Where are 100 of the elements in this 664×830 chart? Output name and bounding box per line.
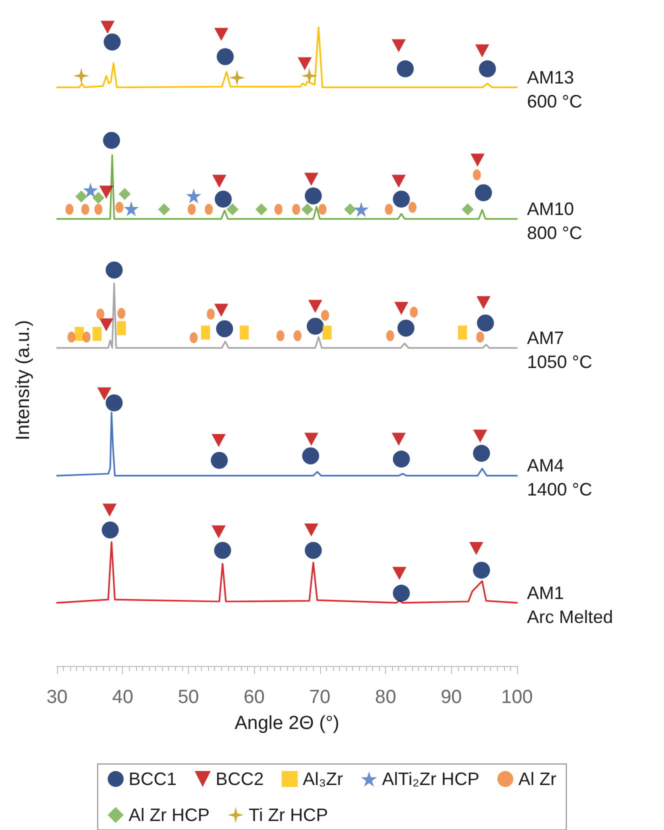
point: [82, 332, 91, 343]
point: [92, 192, 104, 204]
legend-label: Al Zr: [518, 769, 556, 789]
point: [304, 523, 318, 536]
point: [210, 452, 228, 469]
point: [115, 202, 124, 213]
point: [255, 203, 268, 216]
point: [306, 318, 324, 335]
point: [475, 44, 490, 58]
point: [386, 330, 394, 342]
point: [473, 430, 488, 443]
point: [188, 204, 196, 215]
point: [106, 262, 123, 278]
point: [392, 174, 406, 188]
point: [354, 202, 369, 217]
point: [392, 39, 406, 52]
point: [392, 584, 410, 602]
point: [214, 28, 228, 41]
point: [124, 201, 139, 216]
point: [81, 204, 90, 215]
point: [392, 190, 410, 208]
point: [298, 57, 312, 70]
point: [462, 203, 474, 216]
point: [206, 308, 215, 320]
point: [103, 132, 120, 149]
point: [106, 394, 123, 412]
x-tick-label: 80: [375, 687, 396, 708]
point: [392, 566, 406, 580]
point: [476, 296, 490, 310]
point: [469, 542, 484, 555]
point: [476, 314, 494, 332]
point: [104, 33, 121, 50]
legend-label: Al Zr HCP: [128, 805, 210, 825]
legend-label: BCC2: [216, 769, 264, 789]
legend-label: Al₃Zr: [302, 769, 344, 789]
point: [158, 203, 170, 216]
point: [276, 330, 284, 342]
series-label: AM4 1400 °C: [527, 456, 592, 500]
point: [99, 318, 114, 332]
point: [408, 202, 417, 213]
point: [301, 68, 318, 84]
series-label: AM7 1050 °C: [527, 328, 592, 372]
x-tick-label: 90: [440, 687, 462, 708]
point: [321, 310, 330, 321]
x-tick-label: 30: [46, 687, 68, 708]
point: [292, 204, 300, 215]
point: [384, 204, 393, 215]
point: [214, 304, 228, 317]
point: [73, 68, 90, 84]
point: [294, 330, 302, 342]
point: [83, 182, 98, 198]
x-axis-title: Angle 2Θ (°): [234, 713, 340, 734]
point: [318, 204, 326, 215]
series-label: AM13 600 °C: [527, 67, 582, 112]
point: [212, 525, 226, 538]
point: [410, 306, 418, 318]
point: [67, 332, 76, 343]
legend-label: BCC1: [128, 769, 177, 789]
point: [102, 504, 117, 517]
point: [470, 154, 485, 167]
point: [117, 308, 126, 319]
point: [475, 184, 492, 202]
point: [304, 187, 322, 204]
point: [99, 186, 114, 199]
point: [100, 20, 115, 34]
point: [226, 203, 238, 216]
point: [392, 450, 410, 468]
point: [304, 542, 322, 559]
point: [274, 204, 282, 215]
point: [392, 432, 406, 446]
point: [304, 172, 318, 186]
point: [476, 332, 484, 343]
point: [186, 188, 202, 204]
point: [229, 70, 246, 86]
point: [102, 521, 119, 538]
point: [478, 60, 496, 78]
point: [96, 308, 104, 320]
y-axis-title: Intensity (a.u.): [13, 320, 34, 440]
point: [214, 542, 232, 559]
point: [118, 188, 131, 200]
point: [204, 204, 213, 215]
point: [75, 190, 88, 203]
point: [394, 302, 408, 315]
point: [190, 332, 198, 344]
point: [301, 203, 314, 216]
x-tick-label: 60: [244, 687, 265, 708]
point: [94, 204, 102, 215]
point: [212, 434, 226, 448]
x-tick-label: 70: [309, 687, 330, 708]
series-label: AM10 800 °C: [527, 198, 582, 243]
point: [397, 320, 414, 337]
point: [97, 387, 112, 400]
point: [308, 300, 322, 313]
point: [472, 169, 481, 180]
legend-label: Ti Zr HCP: [248, 805, 328, 825]
point: [344, 203, 356, 216]
x-tick-label: 50: [178, 687, 199, 708]
point: [216, 320, 234, 338]
series-label: AM1 Arc Melted: [527, 582, 614, 627]
point: [214, 190, 232, 208]
